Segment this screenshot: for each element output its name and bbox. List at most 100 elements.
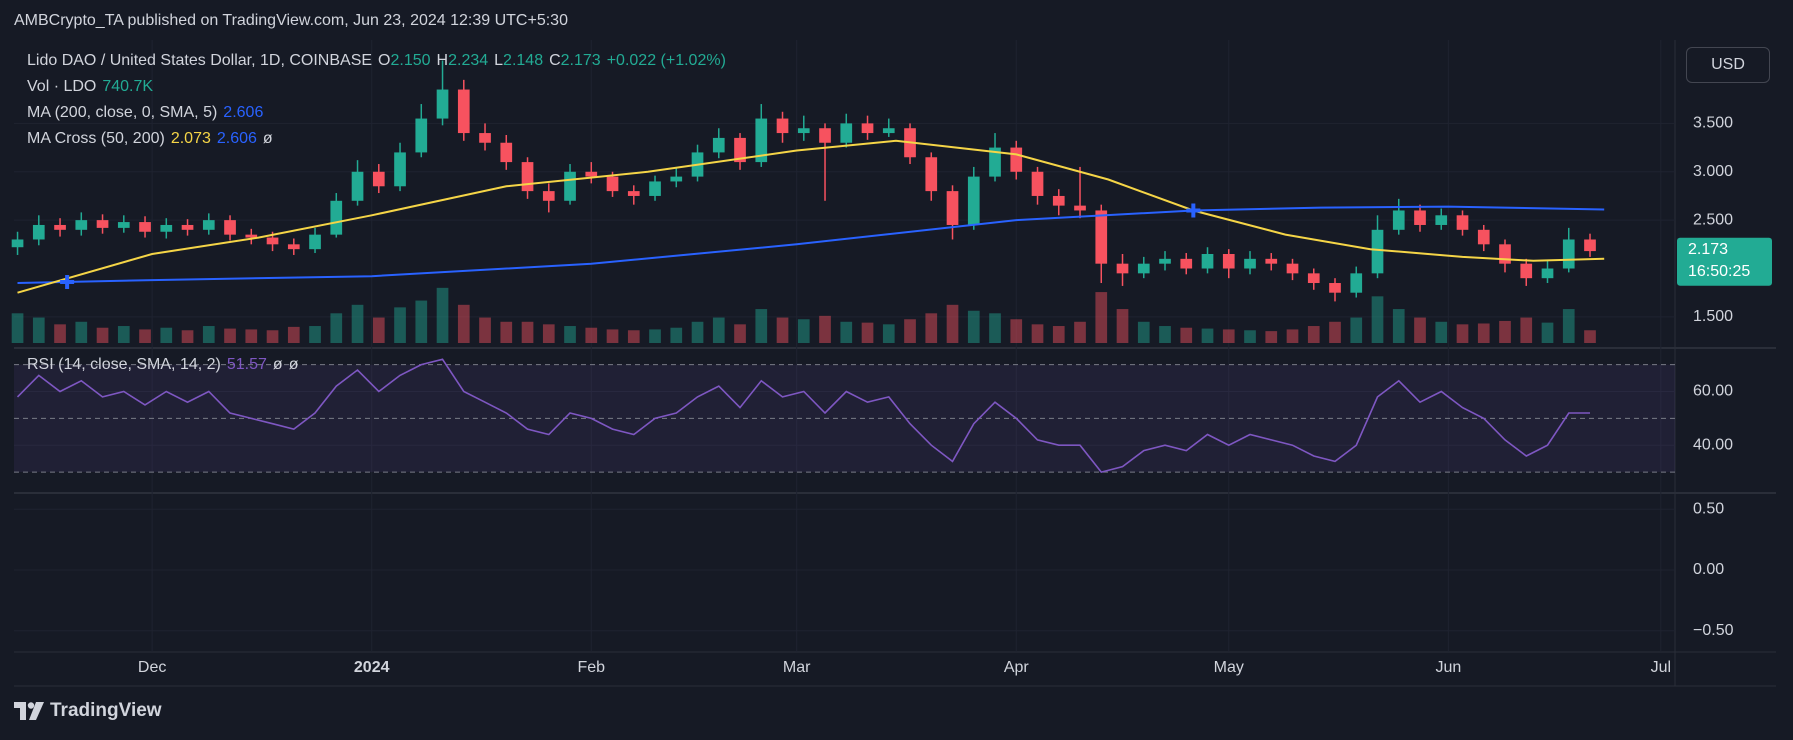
ma200-line xyxy=(17,205,1605,284)
volume-bar xyxy=(479,317,491,343)
candle-body xyxy=(1222,253,1235,269)
candle-body xyxy=(1435,215,1448,225)
candle-body xyxy=(96,220,109,228)
volume-bar xyxy=(1222,329,1235,343)
x-tick-label: May xyxy=(1214,659,1244,676)
candle-body xyxy=(32,224,45,240)
symbol-title: Lido DAO / United States Dollar, 1D, COI… xyxy=(27,52,373,69)
candle-body xyxy=(1244,258,1256,269)
volume-bar xyxy=(1329,321,1341,343)
x-tick-label: 2024 xyxy=(354,659,390,676)
cross-marker xyxy=(1186,203,1201,218)
symbol-legend: Lido DAO / United States Dollar, 1D, COI… xyxy=(27,52,726,70)
candle-body xyxy=(372,171,385,187)
candle-body xyxy=(1095,210,1108,264)
volume-bar xyxy=(712,317,725,343)
volume-bar xyxy=(1201,328,1214,343)
candle-body xyxy=(1307,273,1320,284)
brand: TradingView xyxy=(50,700,162,721)
candle-body xyxy=(989,147,1001,177)
candle-body xyxy=(797,128,810,134)
volume-bar xyxy=(627,330,640,343)
candle-body xyxy=(330,200,343,235)
volume-bar xyxy=(1137,321,1150,343)
candle-body xyxy=(1137,263,1150,274)
candle-body xyxy=(564,171,576,201)
ohlc-key: C xyxy=(549,52,561,69)
candle-body xyxy=(1265,258,1278,264)
x-tick-label: Dec xyxy=(138,659,166,676)
volume-bar xyxy=(1456,324,1469,343)
y-tick-label: 60.00 xyxy=(1693,383,1733,400)
candle-body xyxy=(1159,258,1171,264)
volume-bar xyxy=(287,326,300,343)
candle-body xyxy=(202,220,215,230)
candle-body xyxy=(139,222,151,232)
candle-body xyxy=(585,171,598,177)
candle-body xyxy=(1371,229,1384,274)
volume-bar xyxy=(1159,326,1171,343)
y-tick-label: 0.00 xyxy=(1693,561,1724,578)
y-tick-label: 2.500 xyxy=(1693,211,1733,228)
candle-body xyxy=(840,123,853,143)
ohlc-value: 2.234 xyxy=(448,52,489,69)
candle-body xyxy=(776,118,789,134)
volume-bar xyxy=(925,313,938,343)
x-tick-label: Jun xyxy=(1435,659,1461,676)
volume-bar xyxy=(967,310,980,343)
y-tick-label: 0.50 xyxy=(1693,500,1724,517)
candle-body xyxy=(1520,263,1533,279)
ohlc-value: 2.173 xyxy=(560,52,601,69)
volume-bar xyxy=(1180,327,1193,343)
candle-body xyxy=(734,137,746,163)
y-tick-label: 40.00 xyxy=(1693,436,1733,453)
volume-bar xyxy=(224,328,236,343)
ohlc-item: O2.150 xyxy=(378,52,431,70)
candle-body xyxy=(1116,263,1129,274)
candle-body xyxy=(11,239,24,248)
ma-legend: MA (200, close, 0, SMA, 5) 2.606 xyxy=(27,104,263,122)
candle-body xyxy=(1541,268,1554,279)
volume-bar xyxy=(904,319,916,343)
volume-bar xyxy=(1414,317,1426,343)
ma-title: MA (200, close, 0, SMA, 5) xyxy=(27,104,218,121)
volume-bar xyxy=(139,329,151,343)
volume-bar xyxy=(54,324,66,343)
candle-body xyxy=(1031,171,1044,196)
flag: ø xyxy=(262,130,273,147)
volume-bar xyxy=(11,313,24,343)
candle-body xyxy=(224,220,236,235)
volume-bar xyxy=(882,324,895,343)
candle-body xyxy=(394,152,406,187)
candle-body xyxy=(861,123,874,134)
volume-bar xyxy=(734,324,746,343)
ohlc-value: 2.150 xyxy=(390,52,431,69)
currency-button[interactable]: USD xyxy=(1686,47,1770,83)
candle-body xyxy=(1350,273,1363,293)
candle-body xyxy=(479,133,491,143)
volume-bar xyxy=(1477,323,1490,343)
candle-body xyxy=(457,89,470,134)
volume-bar xyxy=(776,317,789,343)
price-tag-label: 2.173 xyxy=(1688,241,1728,258)
volume-bar xyxy=(1286,329,1299,343)
volume-bar xyxy=(797,319,810,343)
volume-bar xyxy=(117,326,130,343)
volume-bar xyxy=(1116,309,1129,343)
candle-body xyxy=(1456,215,1469,230)
candle-body xyxy=(181,224,194,230)
volume-bar xyxy=(1244,330,1256,343)
candle-body xyxy=(946,191,959,225)
volume-bar xyxy=(394,307,406,343)
ohlc-item: H2.234 xyxy=(437,52,489,70)
price-tag xyxy=(1677,237,1772,286)
volume-bar xyxy=(1350,317,1363,343)
candle-body xyxy=(1584,239,1596,252)
volume-bar xyxy=(989,313,1001,343)
x-tick-label: Mar xyxy=(783,659,811,676)
ma50-line xyxy=(17,139,1605,294)
candle-body xyxy=(1562,239,1575,269)
candle-body xyxy=(1414,210,1426,225)
